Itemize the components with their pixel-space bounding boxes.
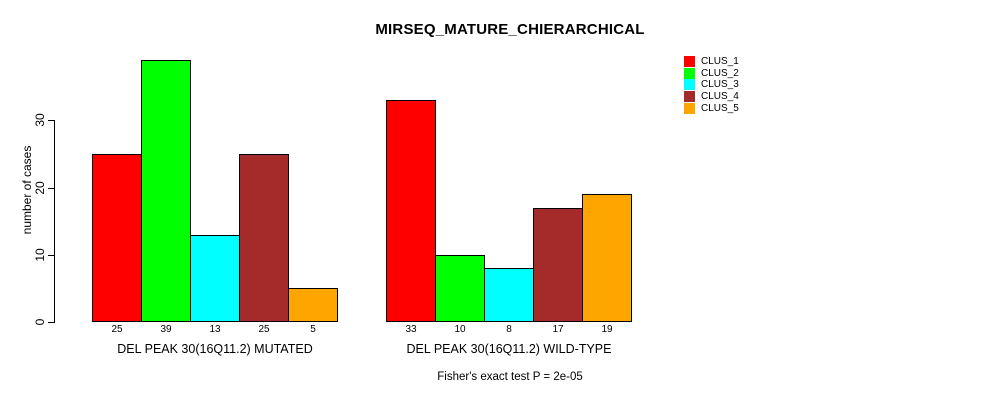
bar-value-label: 19 xyxy=(601,324,613,335)
legend-swatch-icon xyxy=(684,67,695,79)
bar xyxy=(190,235,240,322)
chart-title: MIRSEQ_MATURE_CHIERARCHICAL xyxy=(375,21,645,38)
y-tick xyxy=(48,187,54,189)
legend-label: CLUS_2 xyxy=(701,67,739,79)
stat-annotation: Fisher's exact test P = 2e-05 xyxy=(437,371,583,383)
bar xyxy=(239,154,289,322)
y-tick-label: 30 xyxy=(33,113,47,128)
legend-label: CLUS_1 xyxy=(701,56,739,67)
legend-swatch-icon xyxy=(684,91,695,103)
bar xyxy=(435,255,485,322)
bar xyxy=(141,60,191,322)
legend-row: CLUS_2 xyxy=(684,67,739,79)
bar xyxy=(386,100,436,322)
legend-row: CLUS_1 xyxy=(684,56,739,67)
bar-value-label: 17 xyxy=(552,324,564,335)
bar-value-label: 25 xyxy=(111,324,123,335)
legend-label: CLUS_3 xyxy=(701,79,739,91)
y-tick xyxy=(48,120,54,122)
y-tick xyxy=(48,254,54,256)
legend-row: CLUS_5 xyxy=(684,102,739,114)
legend: CLUS_1 CLUS_2 CLUS_3 CLUS_4 CLUS_5 xyxy=(684,56,739,114)
bar-value-label: 39 xyxy=(160,324,172,335)
bar-value-label: 13 xyxy=(209,324,221,335)
bar-value-label: 5 xyxy=(310,324,316,335)
legend-swatch-icon xyxy=(684,102,695,114)
legend-label: CLUS_5 xyxy=(701,102,739,114)
bar-value-label: 33 xyxy=(405,324,417,335)
bar xyxy=(484,268,534,322)
y-tick xyxy=(48,322,54,323)
y-tick-label: 10 xyxy=(33,248,47,262)
group-label: DEL PEAK 30(16Q11.2) WILD-TYPE xyxy=(406,342,612,356)
bar xyxy=(533,208,583,322)
bar-value-label: 25 xyxy=(258,324,270,335)
legend-swatch-icon xyxy=(684,56,695,67)
group-label: DEL PEAK 30(16Q11.2) MUTATED xyxy=(117,342,313,356)
legend-row: CLUS_3 xyxy=(684,79,739,91)
y-tick-label: 20 xyxy=(33,180,47,195)
bar-value-label: 8 xyxy=(506,324,512,335)
bar xyxy=(92,154,142,322)
legend-swatch-icon xyxy=(684,79,695,91)
bar xyxy=(582,194,632,322)
legend-row: CLUS_4 xyxy=(684,91,739,103)
legend-label: CLUS_4 xyxy=(701,91,739,103)
bar-value-label: 10 xyxy=(454,324,466,335)
bar xyxy=(288,288,338,322)
y-axis-line xyxy=(54,120,55,323)
y-tick-label: 0 xyxy=(33,318,47,326)
